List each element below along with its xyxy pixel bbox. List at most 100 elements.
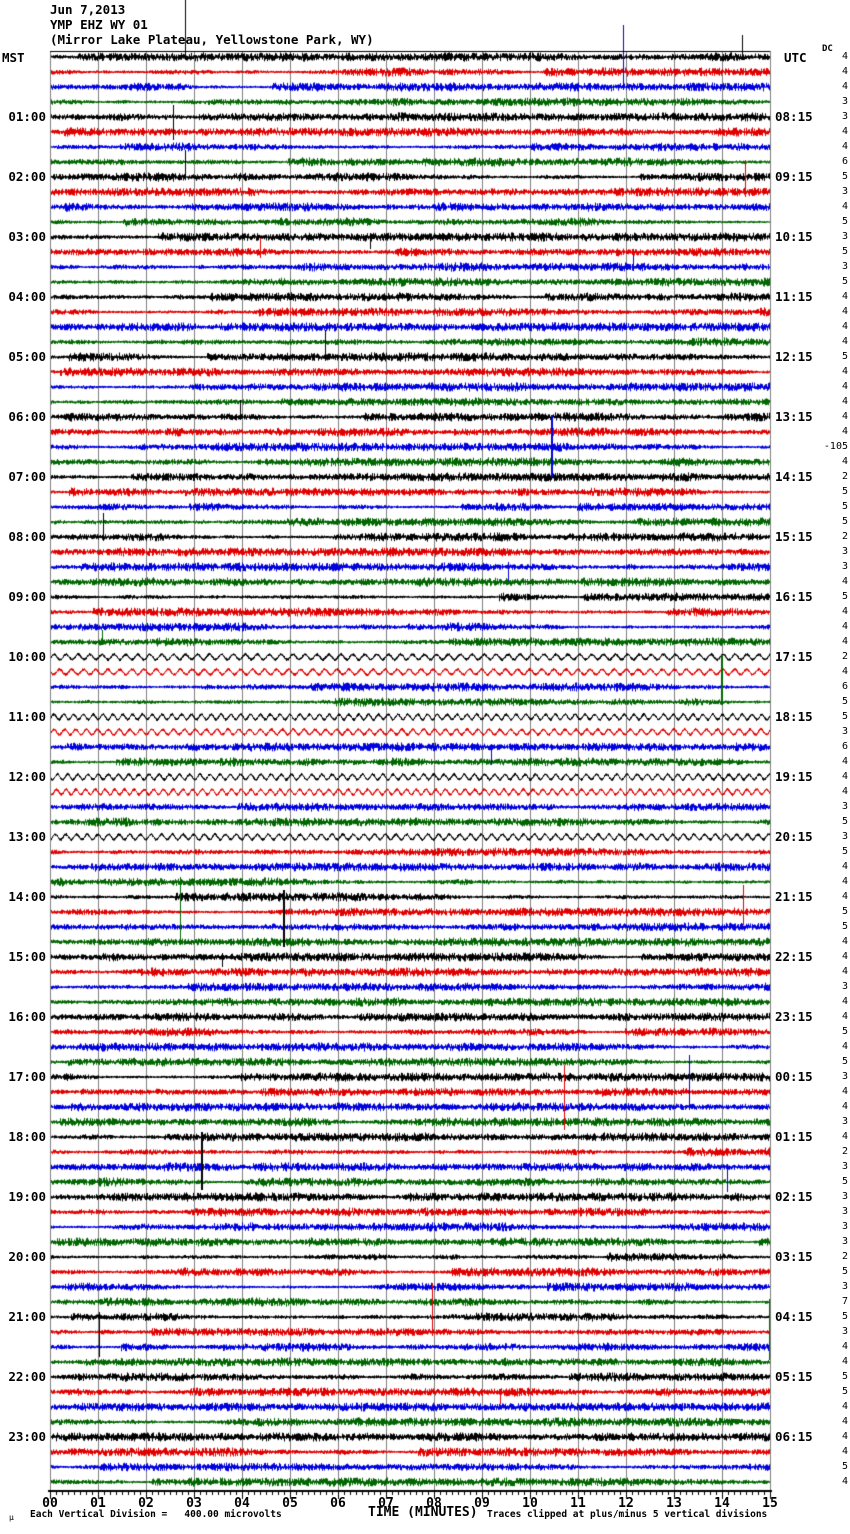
dc-value: 6 (841, 681, 848, 692)
utc-time-label: 08:15 (775, 109, 813, 124)
dc-value: 5 (841, 1386, 848, 1397)
dc-value: 4 (841, 1356, 848, 1367)
utc-time-label: 02:15 (775, 1189, 813, 1204)
mst-time-label: 23:00 (8, 1429, 46, 1444)
dc-value: 5 (841, 486, 848, 497)
dc-value: 3 (841, 96, 848, 107)
x-tick-label: 02 (138, 1496, 154, 1511)
dc-value: 3 (841, 1116, 848, 1127)
mst-time-label: 07:00 (8, 469, 46, 484)
dc-value: 4 (841, 1086, 848, 1097)
dc-value: 6 (841, 156, 848, 167)
mst-time-label: 20:00 (8, 1249, 46, 1264)
dc-value: 3 (841, 1191, 848, 1202)
utc-time-label: 17:15 (775, 649, 813, 664)
dc-value: 4 (841, 291, 848, 302)
x-tick-label: 12 (618, 1496, 634, 1511)
dc-value: 5 (841, 816, 848, 827)
utc-time-label: 22:15 (775, 949, 813, 964)
x-axis-title: TIME (MINUTES) (368, 1505, 478, 1520)
mst-time-label: 08:00 (8, 529, 46, 544)
mst-time-label: 11:00 (8, 709, 46, 724)
dc-value: -105 (823, 441, 848, 452)
utc-time-label: 09:15 (775, 169, 813, 184)
mst-time-label: 03:00 (8, 229, 46, 244)
dc-value: 4 (841, 966, 848, 977)
dc-value: 2 (841, 1146, 848, 1157)
dc-value: 4 (841, 861, 848, 872)
dc-value: 4 (841, 786, 848, 797)
dc-value: 4 (841, 201, 848, 212)
utc-time-label: 13:15 (775, 409, 813, 424)
dc-value: 4 (841, 1011, 848, 1022)
mst-time-label: 02:00 (8, 169, 46, 184)
dc-value: 4 (841, 576, 848, 587)
dc-value: 3 (841, 546, 848, 557)
dc-value: 4 (841, 771, 848, 782)
dc-value: 3 (841, 111, 848, 122)
dc-value: 3 (841, 726, 848, 737)
dc-value: 5 (841, 711, 848, 722)
mst-time-label: 14:00 (8, 889, 46, 904)
x-tick-label: 09 (474, 1496, 490, 1511)
dc-value: 4 (841, 336, 848, 347)
dc-value: 4 (841, 636, 848, 647)
dc-value: 2 (841, 651, 848, 662)
dc-value: 3 (841, 1326, 848, 1337)
dc-value: 4 (841, 51, 848, 62)
x-tick-label: 03 (186, 1496, 202, 1511)
right-axis-header-utc: UTC (784, 50, 807, 65)
dc-value: 5 (841, 1461, 848, 1472)
clip-note: Traces clipped at plus/minus 5 vertical … (487, 1509, 768, 1520)
utc-time-label: 21:15 (775, 889, 813, 904)
dc-value: 4 (841, 1431, 848, 1442)
x-tick-label: 01 (90, 1496, 106, 1511)
utc-time-label: 16:15 (775, 589, 813, 604)
dc-value: 4 (841, 1041, 848, 1052)
header-location: (Mirror Lake Plateau, Yellowstone Park, … (50, 32, 374, 47)
dc-value: 5 (841, 1266, 848, 1277)
mst-time-label: 19:00 (8, 1189, 46, 1204)
dc-value: 4 (841, 891, 848, 902)
utc-time-label: 05:15 (775, 1369, 813, 1384)
utc-time-label: 06:15 (775, 1429, 813, 1444)
dc-column-header: DC (822, 44, 833, 54)
utc-time-label: 23:15 (775, 1009, 813, 1024)
utc-time-label: 20:15 (775, 829, 813, 844)
utc-time-label: 01:15 (775, 1129, 813, 1144)
utc-time-label: 10:15 (775, 229, 813, 244)
dc-value: 2 (841, 531, 848, 542)
mst-time-label: 21:00 (8, 1309, 46, 1324)
x-tick-label: 05 (282, 1496, 298, 1511)
dc-value: 4 (841, 411, 848, 422)
dc-value: 5 (841, 846, 848, 857)
micro-glyph: μ (9, 1513, 14, 1522)
dc-value: 4 (841, 381, 848, 392)
dc-value: 3 (841, 561, 848, 572)
dc-value: 4 (841, 81, 848, 92)
utc-time-label: 03:15 (775, 1249, 813, 1264)
dc-value: 5 (841, 591, 848, 602)
dc-value: 5 (841, 1056, 848, 1067)
utc-time-label: 12:15 (775, 349, 813, 364)
dc-value: 5 (841, 1026, 848, 1037)
dc-value: 4 (841, 606, 848, 617)
dc-value: 6 (841, 741, 848, 752)
mst-time-label: 05:00 (8, 349, 46, 364)
utc-time-label: 15:15 (775, 529, 813, 544)
dc-value: 5 (841, 516, 848, 527)
x-tick-label: 14 (714, 1496, 730, 1511)
dc-value: 5 (841, 1371, 848, 1382)
x-tick-label: 13 (666, 1496, 682, 1511)
dc-value: 3 (841, 981, 848, 992)
dc-value: 4 (841, 1341, 848, 1352)
dc-value: 3 (841, 831, 848, 842)
x-tick-label: 06 (330, 1496, 346, 1511)
mst-time-label: 16:00 (8, 1009, 46, 1024)
utc-time-label: 19:15 (775, 769, 813, 784)
x-tick-label: 08 (426, 1496, 442, 1511)
header-station: YMP EHZ WY 01 (50, 17, 148, 32)
dc-value: 4 (841, 321, 848, 332)
dc-value: 3 (841, 261, 848, 272)
mst-time-label: 15:00 (8, 949, 46, 964)
